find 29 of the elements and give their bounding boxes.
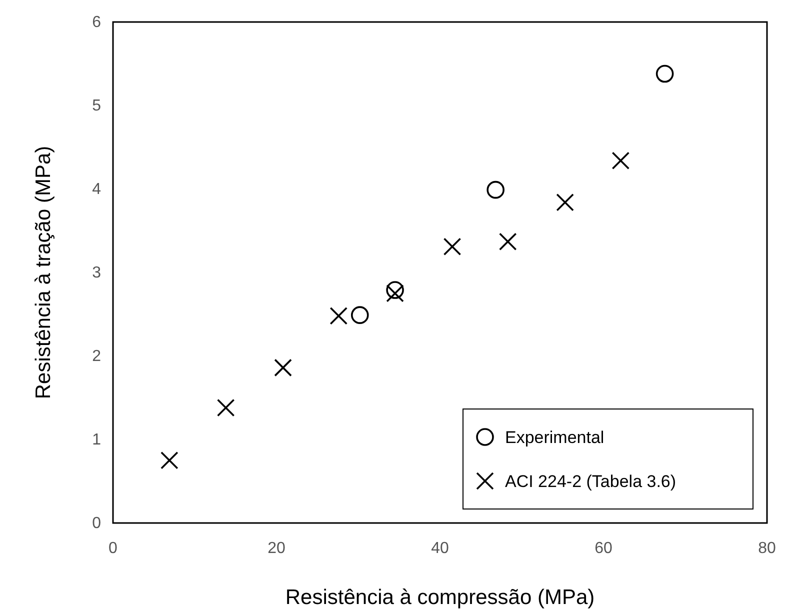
legend-label: ACI 224-2 (Tabela 3.6) (505, 472, 676, 491)
y-tick-label: 3 (92, 264, 102, 282)
x-tick-label: 80 (758, 540, 776, 557)
y-tick-label: 6 (92, 14, 102, 31)
point (386, 281, 404, 299)
y-tick-label: 2 (92, 348, 102, 365)
legend-label: Experimental (505, 428, 604, 447)
y-tick-label: 1 (92, 432, 102, 448)
y-tick-label: 4 (92, 181, 102, 198)
point (386, 284, 404, 302)
point (216, 398, 235, 417)
y-tick-label: 5 (92, 98, 102, 114)
y-axis-title: Resistência à tração (MPa) (32, 146, 55, 400)
point (486, 180, 504, 199)
x-tick-label: 20 (268, 540, 286, 557)
point (160, 451, 178, 470)
point (612, 152, 630, 170)
x-axis-title: Resistência à compressão (MPa) (285, 586, 595, 609)
point (330, 307, 348, 325)
x-tick-label: 60 (594, 540, 612, 557)
point (274, 358, 292, 377)
point (556, 193, 574, 212)
point (443, 238, 462, 256)
point (350, 306, 369, 324)
x-tick-label: 40 (431, 540, 449, 557)
point (498, 232, 517, 251)
y-tick-label: 0 (92, 515, 102, 532)
point (656, 64, 674, 83)
x-tick-label: 0 (108, 540, 118, 557)
